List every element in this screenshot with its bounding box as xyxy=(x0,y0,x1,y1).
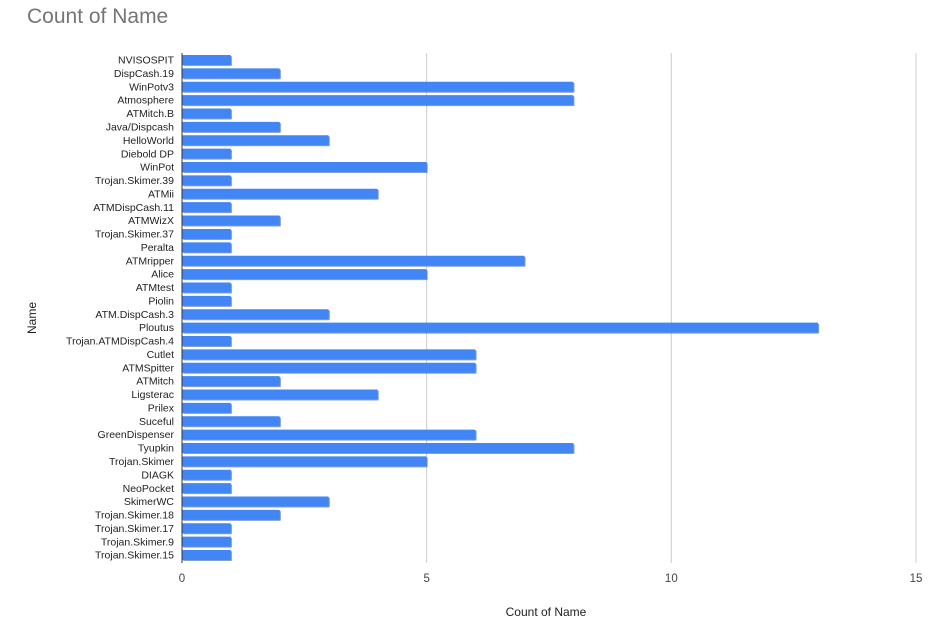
category-label: ATMitch xyxy=(136,376,174,388)
bar xyxy=(182,95,574,106)
bar xyxy=(182,228,231,239)
category-label: Trojan.ATMDispCash.4 xyxy=(66,336,174,348)
bar xyxy=(182,523,231,534)
category-label: Trojan.Skimer.37 xyxy=(95,229,174,241)
bar xyxy=(182,443,574,454)
category-label: Peralta xyxy=(141,242,174,254)
y-axis-title: Name xyxy=(25,302,39,334)
bar xyxy=(182,269,427,280)
category-label: HelloWorld xyxy=(123,135,174,147)
x-tick-label: 15 xyxy=(910,573,923,585)
bar xyxy=(182,255,525,266)
category-label: Cutlet xyxy=(147,349,175,361)
bar xyxy=(182,483,231,494)
category-label: Prilex xyxy=(148,402,175,414)
category-label: Trojan.Skimer.17 xyxy=(95,523,174,535)
category-label: NeoPocket xyxy=(123,483,174,495)
bar xyxy=(182,81,574,92)
bar xyxy=(182,536,231,547)
category-label: ATMDispCash.11 xyxy=(93,202,174,214)
bar xyxy=(182,55,231,65)
category-labels: NVISOSPITDispCash.19WinPotv3AtmosphereAT… xyxy=(66,55,175,562)
bar xyxy=(182,282,231,293)
bars xyxy=(182,55,820,562)
category-label: Diebold DP xyxy=(121,148,174,160)
bar xyxy=(182,242,231,253)
category-label: ATMripper xyxy=(126,255,175,267)
x-tick-label: 10 xyxy=(665,573,678,585)
bar xyxy=(182,175,231,186)
category-label: Atmosphere xyxy=(117,95,174,107)
bar xyxy=(182,108,231,119)
bar xyxy=(182,309,329,320)
bar xyxy=(182,148,231,159)
category-label: ATM.DispCash.3 xyxy=(95,309,174,321)
x-tick-label: 0 xyxy=(179,573,185,585)
category-label: Alice xyxy=(151,269,174,281)
bar xyxy=(182,121,280,132)
bar xyxy=(182,68,280,79)
category-label: Trojan.Skimer xyxy=(109,456,174,468)
category-label: Trojan.Skimer.18 xyxy=(95,510,174,522)
bar xyxy=(182,202,231,213)
bar xyxy=(182,469,231,480)
bar xyxy=(182,429,476,440)
category-label: ATMWizX xyxy=(128,215,174,227)
bar xyxy=(182,389,378,400)
bar xyxy=(182,362,476,373)
bar xyxy=(182,162,427,173)
bar xyxy=(182,135,329,146)
category-label: ATMii xyxy=(148,188,174,200)
category-label: ATMitch.B xyxy=(126,108,174,120)
bar xyxy=(182,496,329,507)
category-label: WinPotv3 xyxy=(129,81,174,93)
category-label: GreenDispenser xyxy=(98,429,175,441)
bar xyxy=(182,215,280,226)
category-label: Java/Dispcash xyxy=(106,122,174,134)
x-axis-title: Count of Name xyxy=(506,605,587,619)
bar xyxy=(182,376,280,387)
category-label: ATMSpitter xyxy=(122,362,174,374)
category-label: Tyupkin xyxy=(138,443,174,455)
category-label: Ligsterac xyxy=(131,389,174,401)
category-label: WinPot xyxy=(140,162,174,174)
bar xyxy=(182,550,231,561)
category-label: DispCash.19 xyxy=(114,68,174,80)
bar xyxy=(182,416,280,427)
category-label: Trojan.Skimer.39 xyxy=(95,175,174,187)
bar xyxy=(182,456,427,467)
x-tick-labels: 0 5 10 15 xyxy=(179,573,923,585)
category-label: Suceful xyxy=(139,416,174,428)
category-label: SkimerWC xyxy=(124,496,175,508)
category-label: Trojan.Skimer.15 xyxy=(95,550,174,562)
category-label: DIAGK xyxy=(141,469,174,481)
category-label: Piolin xyxy=(148,295,174,307)
chart-title: Count of Name xyxy=(27,5,169,28)
x-tick-label: 5 xyxy=(423,573,429,585)
category-label: NVISOSPIT xyxy=(118,55,175,67)
category-label: ATMtest xyxy=(136,282,174,294)
bar xyxy=(182,188,378,199)
bar xyxy=(182,322,819,333)
bar xyxy=(182,509,280,520)
bar xyxy=(182,295,231,306)
bar xyxy=(182,402,231,413)
bar xyxy=(182,335,231,346)
gridlines xyxy=(426,53,917,563)
category-label: Ploutus xyxy=(139,322,174,334)
bar xyxy=(182,349,476,360)
category-label: Trojan.Skimer.9 xyxy=(101,536,174,548)
